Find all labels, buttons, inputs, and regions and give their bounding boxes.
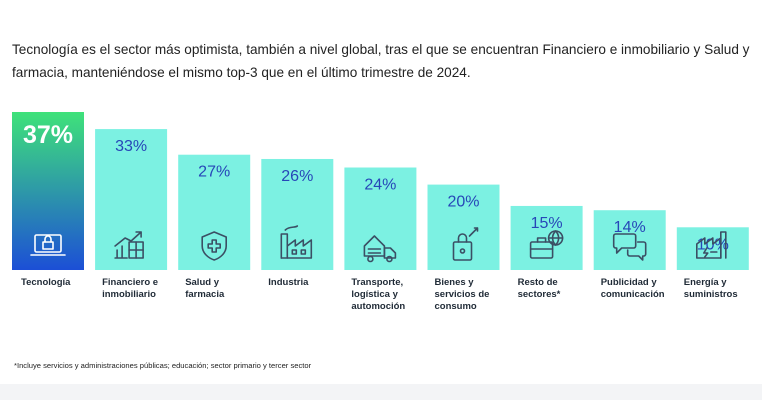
category-label: Publicidad y comunicación [601, 277, 665, 300]
value-label: 15% [531, 215, 563, 232]
value-label: 14% [614, 219, 646, 236]
bar [593, 210, 666, 270]
bar [676, 227, 749, 270]
bar-highlight [12, 112, 84, 270]
value-label: 20% [447, 194, 479, 211]
growth-chart-icon [114, 231, 144, 259]
value-label: 33% [115, 138, 147, 155]
category-label: Salud y farmacia [185, 277, 225, 300]
health-shield-icon [201, 231, 227, 261]
value-label: 24% [364, 177, 396, 194]
value-label: 27% [198, 164, 230, 181]
value-label: 26% [281, 168, 313, 185]
category-label: Bienes y servicios de consumo [435, 277, 490, 312]
footnote: *Incluye servicios y administraciones pú… [14, 361, 312, 370]
delivery-truck-icon [363, 235, 397, 263]
category-label: Financiero e inmobiliario [102, 277, 158, 300]
bar [261, 158, 334, 270]
shopping-bag-icon [452, 227, 479, 261]
factory-icon [280, 225, 313, 259]
bar [427, 184, 500, 270]
category-label: Energía y suministros [684, 277, 738, 300]
sector-bar-chart: 37% Tecnología 33% Financiero e inmobiliario… [12, 112, 749, 312]
bar [95, 129, 168, 270]
value-label: 37% [23, 121, 73, 149]
bottom-band [0, 384, 762, 400]
category-label: Industria [268, 277, 309, 288]
laptop-lock-icon [30, 234, 66, 256]
category-label: Resto de sectores* [518, 277, 561, 300]
bars-group: 37% Tecnología 33% Financiero e inmobiliario… [12, 112, 749, 312]
category-label: Transporte, logística y automoción [351, 277, 405, 312]
category-label: Tecnología [21, 277, 71, 288]
bar [510, 205, 583, 270]
briefcase-globe-icon [529, 230, 564, 259]
speech-bubbles-icon [612, 233, 647, 261]
intro-text: Tecnología es el sector más optimista, t… [12, 42, 750, 80]
bar [178, 154, 251, 270]
energy-plant-icon [696, 231, 727, 259]
